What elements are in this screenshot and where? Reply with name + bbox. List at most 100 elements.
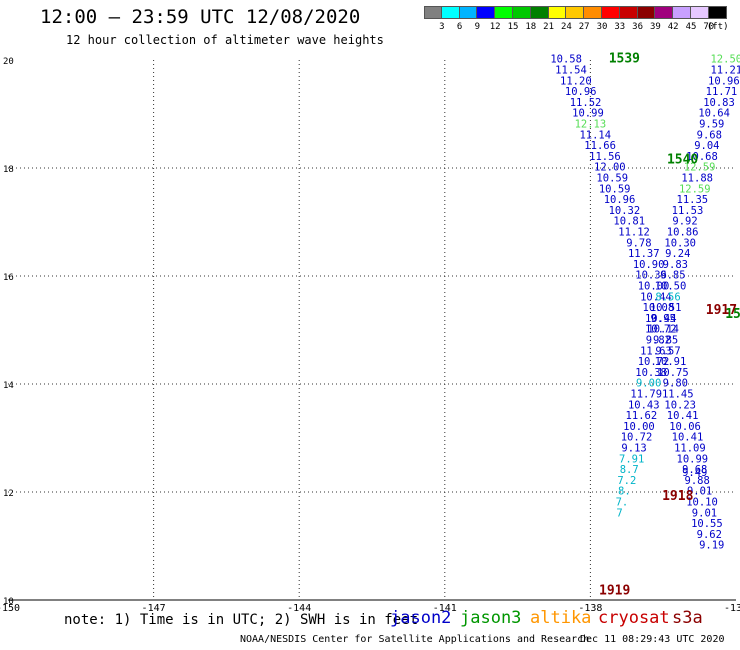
color-scale-label: 9 <box>474 22 481 32</box>
wave-height-point: 9.00 <box>636 378 661 390</box>
wave-height-point: 9.85 <box>660 270 685 282</box>
wave-height-point: 10.23 <box>664 399 696 411</box>
wave-height-point: 10.99 <box>572 108 604 120</box>
wave-height-point: 10.44 <box>645 313 677 325</box>
wave-height-point: 9.49 <box>682 467 707 479</box>
color-swatch <box>655 6 674 19</box>
wave-height-point: 11.79 <box>630 389 662 401</box>
x-tick-label: -141 <box>433 603 457 614</box>
chart-title: 12:00 — 23:59 UTC 12/08/2020 <box>40 6 361 28</box>
wave-height-point: 9.78 <box>626 237 651 249</box>
wave-height-point: 11.53 <box>672 205 704 217</box>
color-scale-label: 30 <box>596 22 608 32</box>
wave-height-point: 12.59 <box>679 183 711 195</box>
wave-height-point: 10.86 <box>667 227 699 239</box>
y-tick-label: 16 <box>3 273 14 283</box>
wave-height-point: 9.92 <box>672 216 697 228</box>
wave-height-point: 10.75 <box>657 367 689 379</box>
wave-height-point: 12.59 <box>684 162 716 174</box>
wave-height-point: 9.57 <box>655 345 680 357</box>
legend-altika: altika <box>530 608 592 628</box>
color-scale-label: 27 <box>578 22 590 32</box>
color-scale-label: 18 <box>525 22 537 32</box>
footer-note: note: 1) Time is in UTC; 2) SWH is in fe… <box>64 612 419 628</box>
wave-height-point: 10.68 <box>686 151 718 163</box>
wave-height-point: 10.64 <box>698 108 730 120</box>
wave-height-point: 11.88 <box>681 173 713 185</box>
color-swatch <box>708 6 727 19</box>
wave-height-point: 11.09 <box>674 443 706 455</box>
wave-height-point: 12.50 <box>710 54 740 66</box>
color-swatch <box>424 6 442 19</box>
color-swatch <box>690 6 709 19</box>
y-tick-label: 18 <box>3 165 14 175</box>
color-scale-label: 6 <box>456 22 463 32</box>
color-scale-label: (ft) <box>706 22 729 32</box>
wave-height-point: 10.96 <box>604 194 636 206</box>
color-swatch <box>459 6 478 19</box>
color-scale-label: 21 <box>543 22 555 32</box>
wave-height-point: 10.38 <box>635 367 667 379</box>
y-tick-label: 20 <box>3 57 14 67</box>
wave-height-point: 9.83 <box>663 259 688 271</box>
wave-height-point: 9.68 <box>697 129 722 141</box>
x-tick-label: -144 <box>287 603 311 614</box>
legend-jason2: jason2 <box>390 608 452 628</box>
wave-height-point: 10.96 <box>708 75 740 87</box>
wave-height-point: 10.10 <box>686 497 718 509</box>
color-swatch <box>530 6 549 19</box>
wave-height-point: 8. <box>618 486 631 498</box>
wave-height-point: 11.21 <box>710 65 740 77</box>
wave-height-point: 12.13 <box>575 119 607 131</box>
wave-height-point: 10.08 <box>643 302 675 314</box>
color-scale-label: 45 <box>685 22 697 32</box>
color-swatch <box>619 6 638 19</box>
wave-height-point: 10.41 <box>667 410 699 422</box>
color-scale-bar <box>424 6 727 19</box>
wave-height-point: 10.14 <box>647 324 679 336</box>
wave-height-point: 10.43 <box>628 399 660 411</box>
wave-height-point: 9.04 <box>694 140 719 152</box>
wave-height-point: 10.00 <box>623 421 655 433</box>
color-swatch <box>512 6 531 19</box>
wave-height-point: 10.06 <box>669 421 701 433</box>
legend-jason3: jason3 <box>460 608 522 628</box>
wave-height-point: 7.2 <box>617 475 636 487</box>
wave-height-point: 10.59 <box>596 173 628 185</box>
wave-height-point: 9.01 <box>692 507 717 519</box>
wave-height-point: 11.56 <box>589 151 621 163</box>
color-swatch <box>477 6 496 19</box>
color-scale-label: 39 <box>649 22 661 32</box>
pass-label: 1917 <box>706 303 737 318</box>
x-tick-label: -150 <box>0 603 20 614</box>
timestamp-text: Dec 11 08:29:43 UTC 2020 <box>580 634 725 645</box>
chart-subtitle: 12 hour collection of altimeter wave hei… <box>66 33 384 47</box>
pass-label: 1541 <box>725 307 740 322</box>
wave-height-point: 8.56 <box>655 291 680 303</box>
color-scale-label: 12 <box>489 22 501 32</box>
credit-text: NOAA/NESDIS Center for Satellite Applica… <box>240 634 590 645</box>
color-swatch <box>584 6 602 19</box>
wave-height-point: 10.55 <box>691 518 723 530</box>
wave-height-point: 9.62 <box>697 529 722 541</box>
y-tick-label: 14 <box>3 381 14 391</box>
wave-height-point: 10.32 <box>609 205 641 217</box>
color-swatch <box>601 6 620 19</box>
legend-cryosat: cryosat <box>598 608 670 628</box>
color-swatch <box>441 6 460 19</box>
legend-s3a: s3a <box>672 608 703 628</box>
wave-height-point: 9.01 <box>687 486 712 498</box>
wave-height-point: 10.50 <box>655 281 687 293</box>
wave-height-point: 10.44 <box>640 291 672 303</box>
wave-height-point: 10.00 <box>638 281 670 293</box>
wave-height-point: 10.72 <box>645 324 677 336</box>
wave-height-point: 9.68 <box>682 464 707 476</box>
x-tick-label: -135 <box>724 603 740 614</box>
wave-height-point: 11.12 <box>618 227 650 239</box>
wave-height-point: 10.59 <box>599 183 631 195</box>
wave-height-point: 11.62 <box>626 410 658 422</box>
wave-height-point: 7 <box>616 507 622 519</box>
wave-height-point: 12.00 <box>594 162 626 174</box>
color-swatch <box>495 6 513 19</box>
y-tick-label: 10 <box>3 597 14 607</box>
